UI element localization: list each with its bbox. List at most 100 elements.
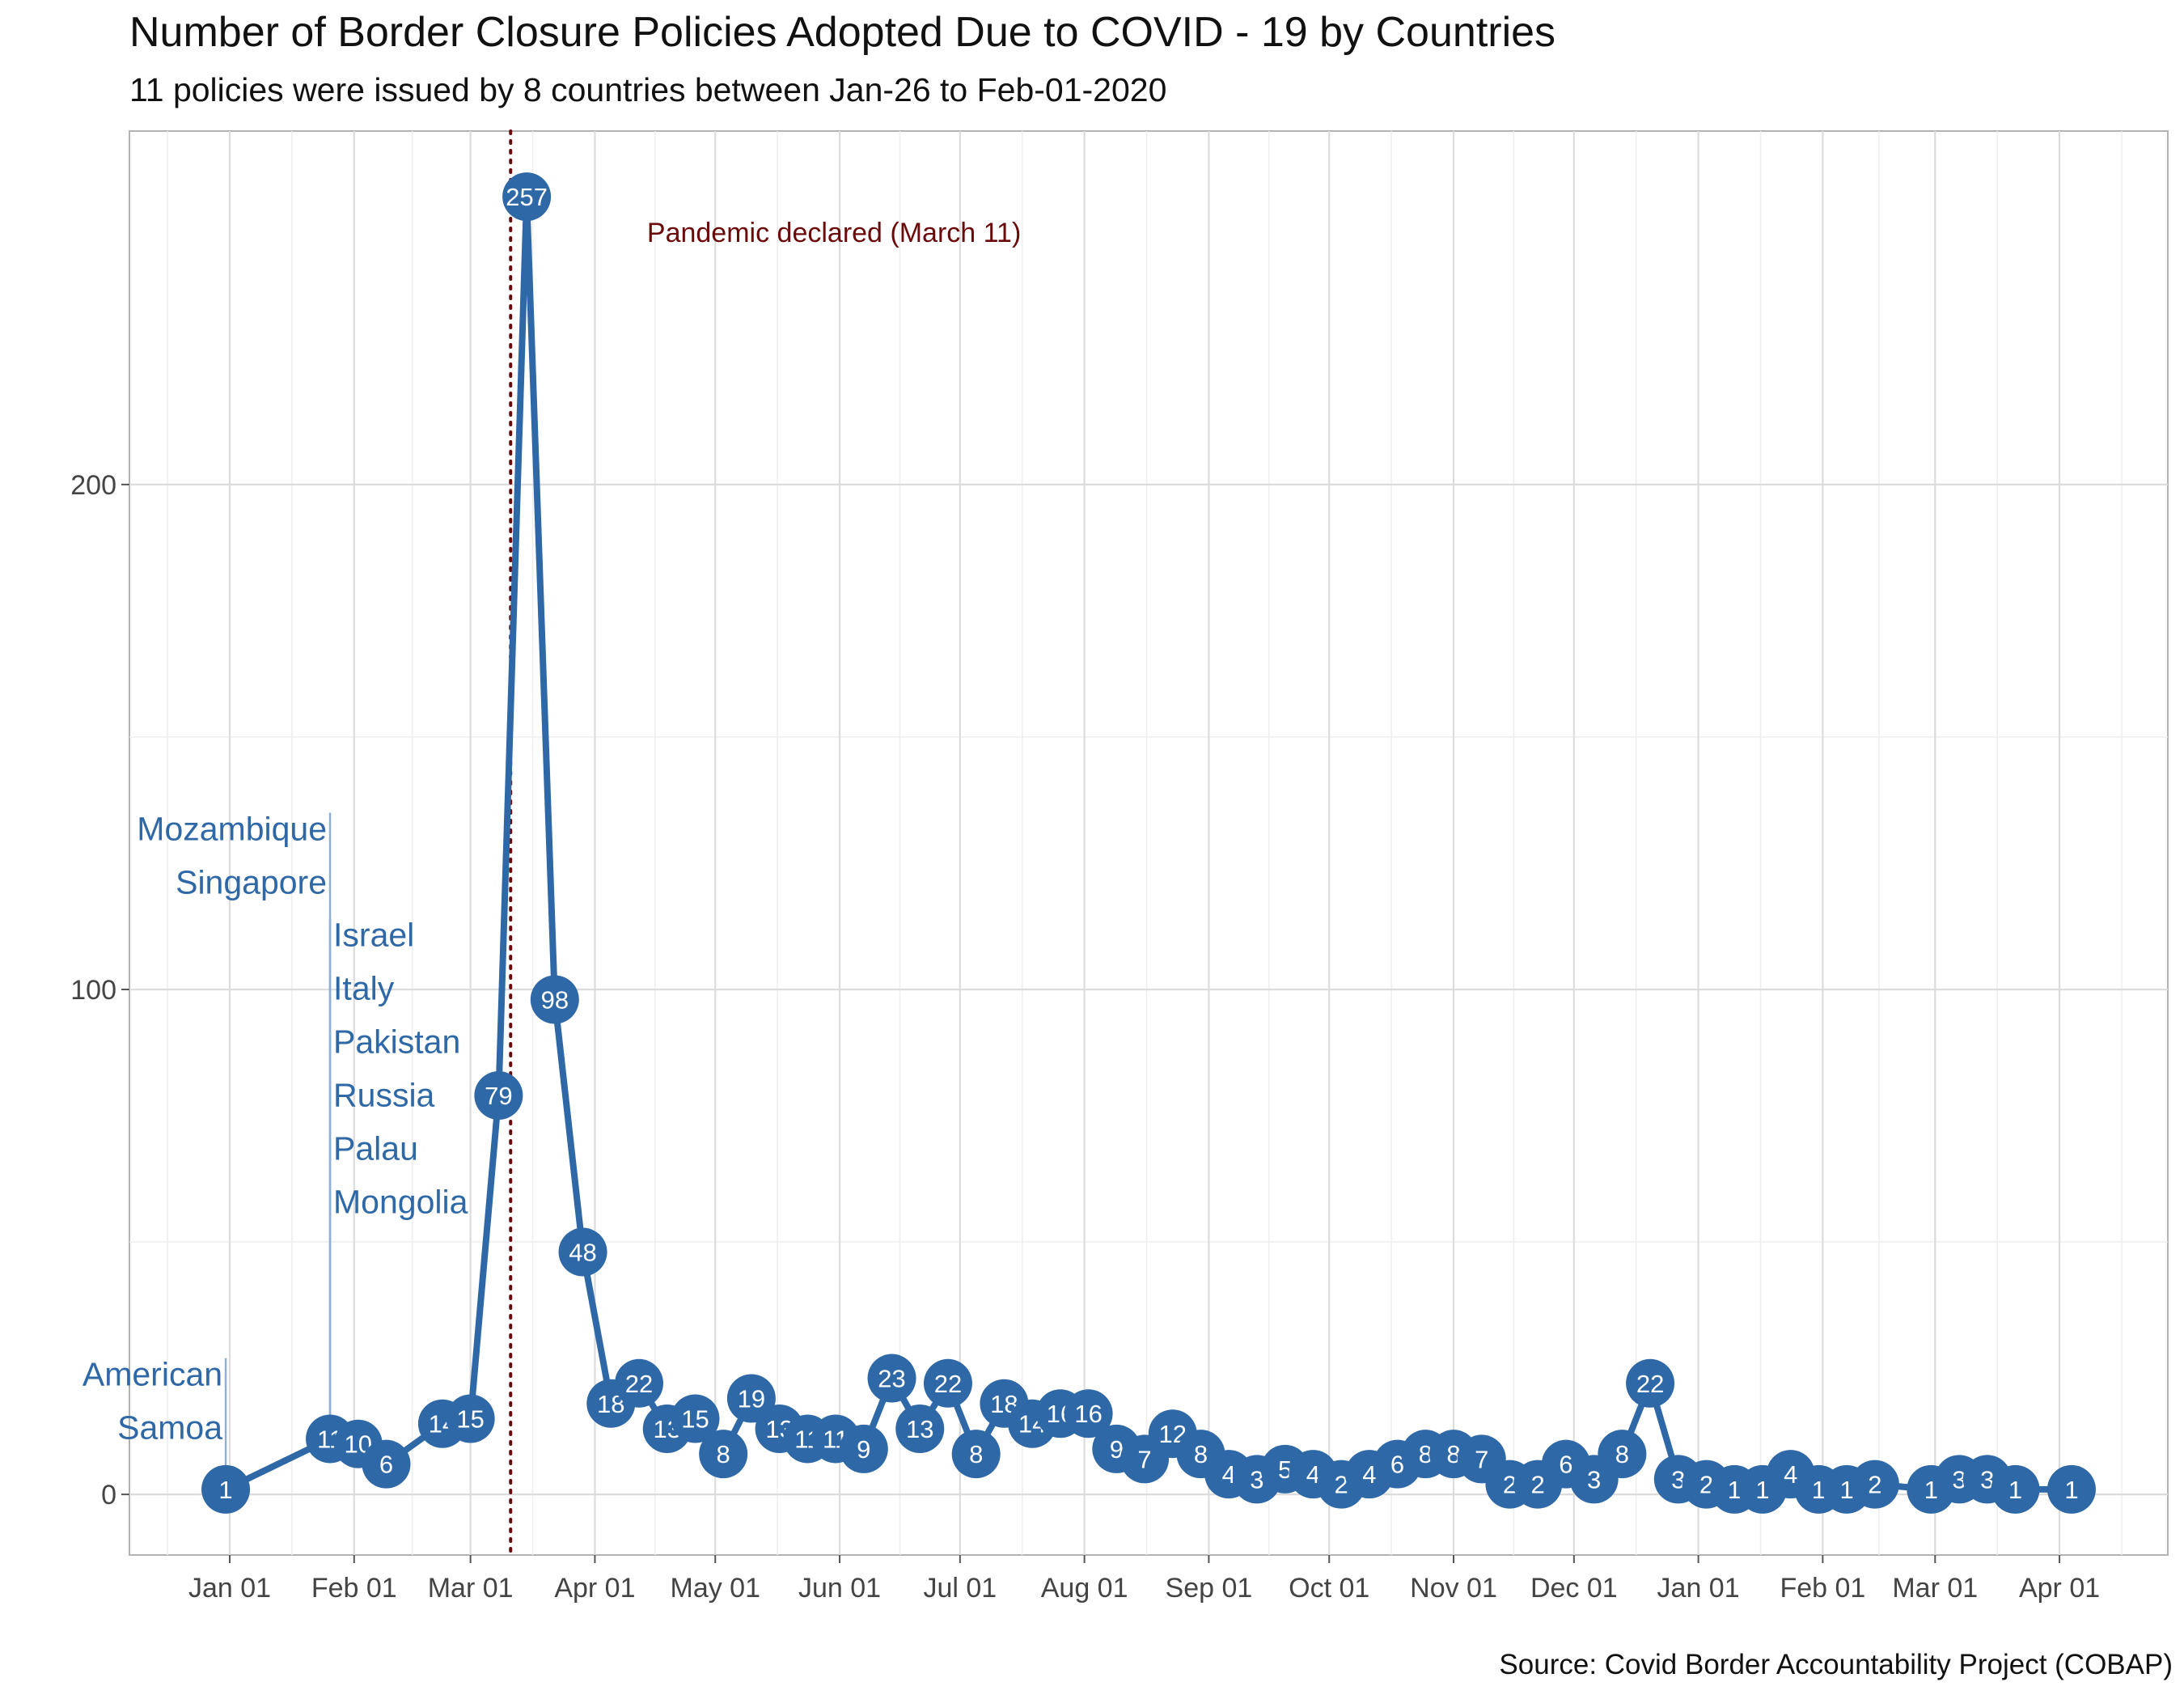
- chart-title: Number of Border Closure Policies Adopte…: [129, 9, 1556, 56]
- point-label: 8: [1419, 1440, 1433, 1468]
- point-marker: [1850, 1460, 1899, 1509]
- x-tick-label: Jul 01: [923, 1573, 997, 1604]
- point-label: 48: [569, 1239, 596, 1267]
- point-label: 22: [625, 1370, 653, 1398]
- point-marker: [951, 1430, 1001, 1479]
- point-label: 98: [541, 985, 569, 1014]
- point-label: 3: [1250, 1465, 1263, 1494]
- x-tick-label: Aug 01: [1041, 1573, 1128, 1604]
- data-point: 1: [1991, 1464, 2040, 1514]
- point-label: 1: [1840, 1476, 1854, 1504]
- point-marker: [1626, 1358, 1675, 1408]
- point-label: 23: [878, 1365, 905, 1393]
- chart-subtitle: 11 policies were issued by 8 countries b…: [129, 71, 1167, 108]
- data-point: 1: [201, 1464, 251, 1514]
- point-label: 8: [1615, 1440, 1629, 1468]
- point-label: 8: [969, 1440, 983, 1468]
- point-marker: [474, 1071, 523, 1121]
- country-label: Mongolia: [333, 1184, 468, 1221]
- data-point: 15: [671, 1394, 720, 1443]
- point-label: 2: [1868, 1471, 1881, 1499]
- point-label: 5: [1278, 1455, 1292, 1484]
- x-tick-label: Oct 01: [1289, 1573, 1369, 1604]
- x-tick-label: Jan 01: [1657, 1573, 1740, 1604]
- country-label: Palau: [333, 1130, 418, 1167]
- chart-caption: Source: Covid Border Accountability Proj…: [1499, 1649, 2173, 1680]
- point-label: 4: [1362, 1460, 1376, 1489]
- data-point: 9: [839, 1424, 888, 1473]
- point-label: 9: [1110, 1435, 1124, 1464]
- point-label: 3: [1952, 1465, 1966, 1494]
- data-point: 8: [1598, 1430, 1647, 1479]
- point-marker: [362, 1439, 411, 1489]
- x-tick-label: Apr 01: [554, 1573, 635, 1604]
- point-marker: [502, 172, 552, 222]
- point-marker: [615, 1358, 663, 1408]
- point-label: 4: [1306, 1460, 1320, 1489]
- data-point: 22: [923, 1358, 972, 1408]
- point-marker: [839, 1424, 888, 1473]
- point-label: 257: [506, 183, 548, 211]
- point-label: 79: [485, 1082, 512, 1110]
- data-point: 98: [530, 975, 579, 1024]
- data-point: 15: [446, 1394, 495, 1443]
- point-label: 8: [717, 1440, 730, 1468]
- x-tick-label: Apr 01: [2019, 1573, 2100, 1604]
- point-marker: [2046, 1464, 2096, 1514]
- point-label: 4: [1222, 1460, 1236, 1489]
- point-marker: [923, 1358, 972, 1408]
- country-label: Samoa: [117, 1409, 222, 1447]
- point-label: 1: [1924, 1476, 1938, 1504]
- y-tick-label: 100: [70, 975, 116, 1006]
- point-label: 3: [1980, 1465, 1994, 1494]
- pandemic-annotation: Pandemic declared (March 11): [647, 218, 1021, 248]
- x-tick-label: Mar 01: [428, 1573, 514, 1604]
- point-label: 1: [218, 1476, 232, 1504]
- point-marker: [1064, 1389, 1113, 1438]
- point-label: 4: [1784, 1460, 1797, 1489]
- x-tick-label: Sep 01: [1166, 1573, 1253, 1604]
- point-label: 2: [1531, 1471, 1545, 1499]
- data-point: 48: [558, 1227, 607, 1277]
- point-label: 22: [934, 1370, 962, 1398]
- point-label: 1: [1755, 1476, 1769, 1504]
- data-point: 23: [867, 1354, 916, 1403]
- point-label: 6: [379, 1451, 393, 1479]
- x-tick-label: May 01: [671, 1573, 761, 1604]
- point-label: 1: [1728, 1476, 1742, 1504]
- country-label: Russia: [333, 1077, 435, 1114]
- x-tick-label: Dec 01: [1530, 1573, 1618, 1604]
- point-marker: [558, 1227, 607, 1277]
- data-point: 22: [615, 1358, 663, 1408]
- country-label: Singapore: [176, 864, 327, 901]
- data-point: 2: [1850, 1460, 1899, 1509]
- point-label: 1: [1812, 1476, 1826, 1504]
- x-axis: Jan 01 Feb 01 Mar 01 Apr 01 May 01 Jun 01 Jul …: [188, 1555, 2100, 1604]
- point-label: 1: [2008, 1476, 2022, 1504]
- x-tick-label: Feb 01: [1780, 1573, 1865, 1604]
- data-point: 8: [951, 1430, 1001, 1479]
- point-label: 7: [1137, 1445, 1151, 1473]
- point-label: 15: [456, 1405, 484, 1433]
- data-point: 257: [502, 172, 552, 222]
- data-point: 22: [1626, 1358, 1675, 1408]
- point-label: 6: [1559, 1451, 1572, 1479]
- point-label: 15: [681, 1405, 709, 1433]
- point-label: 16: [1074, 1400, 1102, 1428]
- country-label: Israel: [333, 917, 414, 954]
- point-label: 9: [857, 1435, 870, 1464]
- y-axis: 0 100 200: [70, 470, 129, 1510]
- point-marker: [671, 1394, 720, 1443]
- data-point: 8: [699, 1430, 748, 1479]
- point-label: 3: [1587, 1465, 1601, 1494]
- point-label: 8: [1446, 1440, 1460, 1468]
- point-label: 1: [2064, 1476, 2078, 1504]
- point-label: 22: [1636, 1370, 1664, 1398]
- point-label: 19: [738, 1385, 765, 1413]
- plot-panel: [129, 130, 2169, 1556]
- data-point: 79: [474, 1071, 523, 1121]
- x-tick-label: Feb 01: [311, 1573, 397, 1604]
- country-label: American: [83, 1356, 222, 1393]
